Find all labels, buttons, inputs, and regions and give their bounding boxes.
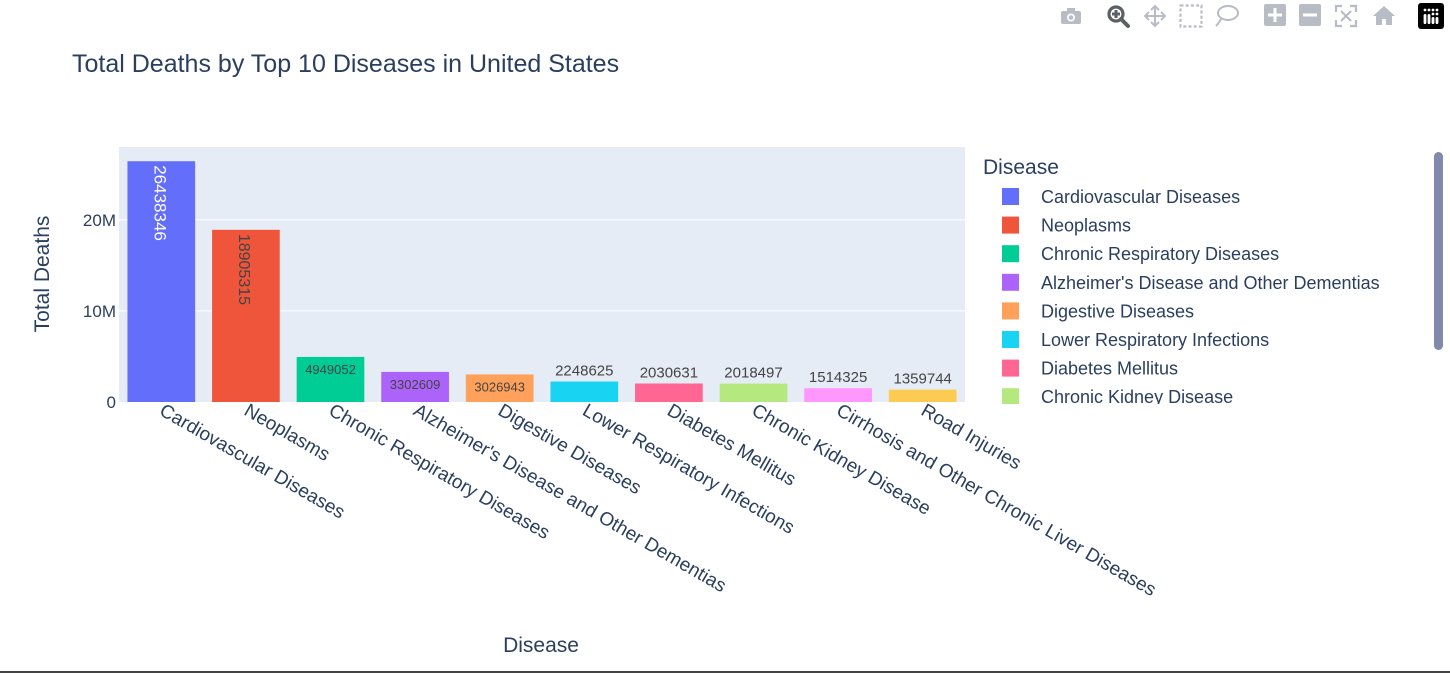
bar[interactable] xyxy=(465,374,534,402)
legend-swatch xyxy=(1002,388,1019,404)
legend-item[interactable]: Chronic Kidney Disease xyxy=(1002,387,1233,407)
bar[interactable] xyxy=(296,356,365,402)
y-axis-title: Total Deaths xyxy=(31,216,54,333)
legend-swatch xyxy=(1002,331,1019,348)
legend-swatch xyxy=(1002,245,1019,263)
pan-icon[interactable] xyxy=(1143,4,1167,28)
legend-label: Chronic Respiratory Diseases xyxy=(1041,244,1279,264)
bar-labels: 26438346 18905315 4949052 3302609 3026943 224… xyxy=(150,165,952,394)
legend-swatch xyxy=(1002,417,1019,434)
legend-swatch xyxy=(1002,359,1019,377)
legend: Disease Cardiovascular Diseases Neoplasms… xyxy=(983,152,1443,464)
x-tick-label: Digestive Diseases xyxy=(494,400,644,499)
bar-value-label: 1514325 xyxy=(809,369,867,386)
bar[interactable] xyxy=(212,229,280,402)
box-select-icon[interactable] xyxy=(1179,4,1203,28)
bar[interactable] xyxy=(719,383,788,402)
bar-value-label: 1359744 xyxy=(893,371,951,388)
bar-value-label: 2018497 xyxy=(724,365,782,382)
bar[interactable] xyxy=(381,371,449,402)
lasso-select-icon[interactable] xyxy=(1214,4,1240,28)
legend-item[interactable]: Digestive Diseases xyxy=(1002,301,1194,321)
legend-label: Chronic Kidney Disease xyxy=(1041,387,1233,407)
camera-icon[interactable] xyxy=(1060,6,1082,26)
bar[interactable] xyxy=(127,161,196,402)
x-tick-label: Alzheimer's Disease and Other Dementias xyxy=(410,400,730,597)
bar[interactable] xyxy=(804,388,872,402)
bar-value-label: 2030631 xyxy=(640,365,698,382)
legend-label: Cirrhosis and Other Chronic Liver Diseas… xyxy=(1041,416,1387,436)
x-axis-title: Disease xyxy=(503,634,579,657)
bottom-border xyxy=(0,671,1450,673)
legend-title: Disease xyxy=(983,156,1059,179)
legend-item[interactable]: Road Injuries xyxy=(1002,444,1147,464)
plotly-logo-icon[interactable] xyxy=(1418,3,1444,29)
legend-item[interactable]: Cirrhosis and Other Chronic Liver Diseas… xyxy=(1002,416,1387,436)
bar-value-label: 2248625 xyxy=(555,363,613,380)
legend-swatch xyxy=(1002,216,1019,234)
reset-axes-icon[interactable] xyxy=(1372,4,1396,28)
legend-swatch xyxy=(1002,273,1019,291)
modebar xyxy=(1060,3,1444,29)
legend-item[interactable]: Cardiovascular Diseases xyxy=(1002,187,1240,207)
legend-label: Digestive Diseases xyxy=(1041,301,1194,321)
zoom-icon[interactable] xyxy=(1106,4,1130,28)
legend-item[interactable]: Diabetes Mellitus xyxy=(1002,359,1178,379)
bar[interactable] xyxy=(550,381,619,402)
y-tick-label: 0 xyxy=(107,393,116,412)
bar-value-label: 4949052 xyxy=(305,362,356,377)
zoom-out-icon[interactable] xyxy=(1299,4,1321,26)
legend-item[interactable]: Chronic Respiratory Diseases xyxy=(1002,244,1279,264)
bar-value-label: 18905315 xyxy=(235,234,252,305)
y-tick-label: 10M xyxy=(83,302,116,321)
legend-label: Diabetes Mellitus xyxy=(1041,359,1178,379)
legend-label: Lower Respiratory Infections xyxy=(1041,330,1269,350)
legend-label: Alzheimer's Disease and Other Dementias xyxy=(1041,273,1380,293)
legend-label: Road Injuries xyxy=(1041,444,1147,464)
bars xyxy=(127,161,957,402)
x-axis: Cardiovascular DiseasesNeoplasmsChronic … xyxy=(156,400,1160,601)
legend-swatch xyxy=(1002,188,1019,205)
legend-item[interactable]: Neoplasms xyxy=(1002,216,1131,236)
legend-item[interactable]: Alzheimer's Disease and Other Dementias xyxy=(1002,273,1380,293)
legend-swatch xyxy=(1002,302,1019,320)
bar-value-label: 3302609 xyxy=(390,377,441,392)
zoom-in-icon[interactable] xyxy=(1264,4,1286,26)
bar[interactable] xyxy=(635,383,703,402)
bar-value-label: 26438346 xyxy=(150,165,169,241)
bar-value-label: 3026943 xyxy=(474,379,525,394)
bar[interactable] xyxy=(888,389,957,402)
y-tick-label: 20M xyxy=(83,211,116,230)
legend-scrollbar-thumb[interactable] xyxy=(1434,152,1443,350)
legend-item[interactable]: Lower Respiratory Infections xyxy=(1002,330,1269,350)
y-axis: 0 10M 20M xyxy=(83,211,116,412)
legend-label: Cardiovascular Diseases xyxy=(1041,187,1240,207)
chart-title: Total Deaths by Top 10 Diseases in Unite… xyxy=(72,50,619,78)
legend-label: Neoplasms xyxy=(1041,216,1131,236)
autoscale-icon[interactable] xyxy=(1334,4,1358,28)
x-tick-label: Cirrhosis and Other Chronic Liver Diseas… xyxy=(833,400,1160,601)
